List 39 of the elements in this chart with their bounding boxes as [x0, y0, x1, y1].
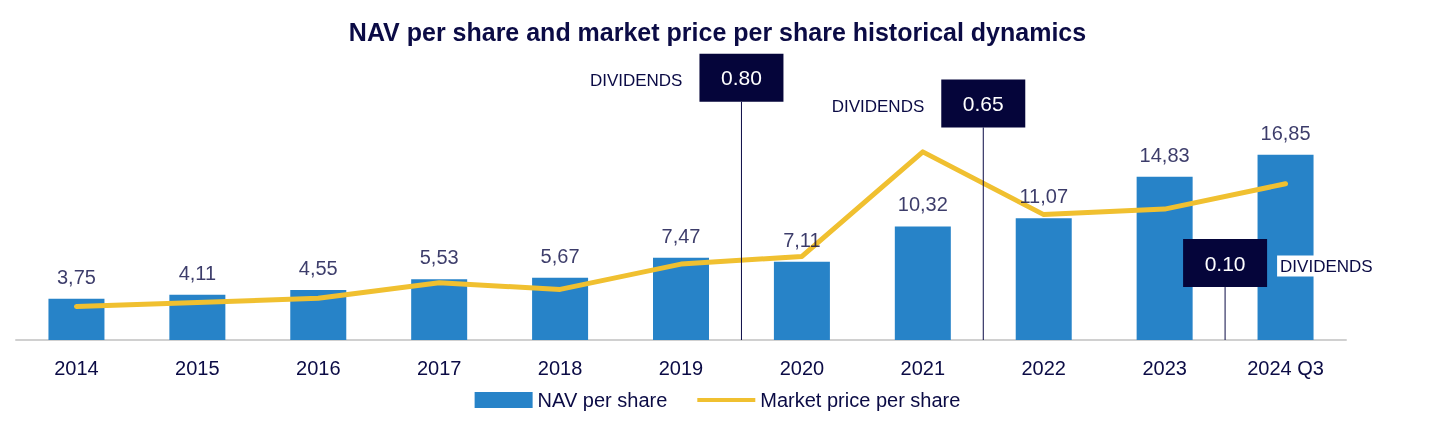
x-tick-label: 2014	[54, 357, 99, 379]
data-label: 5,67	[540, 244, 580, 267]
x-tick-label: 2017	[416, 357, 462, 379]
bar	[1015, 218, 1072, 340]
data-label: 11,07	[1019, 185, 1069, 208]
bar	[532, 277, 589, 340]
x-tick-label: 2016	[296, 357, 341, 379]
bar	[48, 298, 105, 340]
text: 0.80	[721, 66, 762, 90]
bar	[1136, 176, 1193, 340]
x-tick-label: 2018	[537, 357, 583, 379]
x-tick-label: 2021	[900, 357, 946, 379]
legend-label: Market price per share	[760, 389, 961, 411]
bar	[653, 257, 709, 340]
data-label: 7,11	[783, 228, 821, 251]
annotation: 0.10	[1204, 251, 1246, 275]
x-tick-label: 2015	[175, 357, 220, 379]
data-label: 16,85	[1260, 121, 1311, 144]
bar	[411, 279, 468, 340]
x-tick-label: 2022	[1021, 357, 1066, 379]
data-label: 4,55	[298, 256, 338, 279]
text: DIVIDENDS	[589, 71, 683, 91]
data-label: 14,83	[1139, 143, 1190, 166]
chart-title: NAV per share and market price per share historical dynamics	[348, 17, 1087, 46]
x-tick-label: 2020	[779, 357, 825, 379]
data-label: 7,47	[661, 224, 701, 247]
x-tick-label: 2019	[658, 357, 704, 379]
annotation: DIVIDENDS	[1280, 256, 1373, 276]
data-label: 10,32	[897, 193, 948, 216]
data-label: 5,53	[419, 246, 459, 269]
bar	[894, 226, 951, 340]
text: DIVIDENDS	[831, 96, 925, 116]
text: 0.65	[962, 91, 1004, 115]
x-tick-label: 2024 Q3	[1247, 357, 1324, 379]
x-tick-label: 2023	[1142, 357, 1187, 379]
data-label: 3,75	[56, 265, 96, 288]
bar	[773, 261, 830, 340]
legend-label: NAV per share	[537, 389, 668, 411]
data-label: 4,11	[178, 261, 217, 284]
